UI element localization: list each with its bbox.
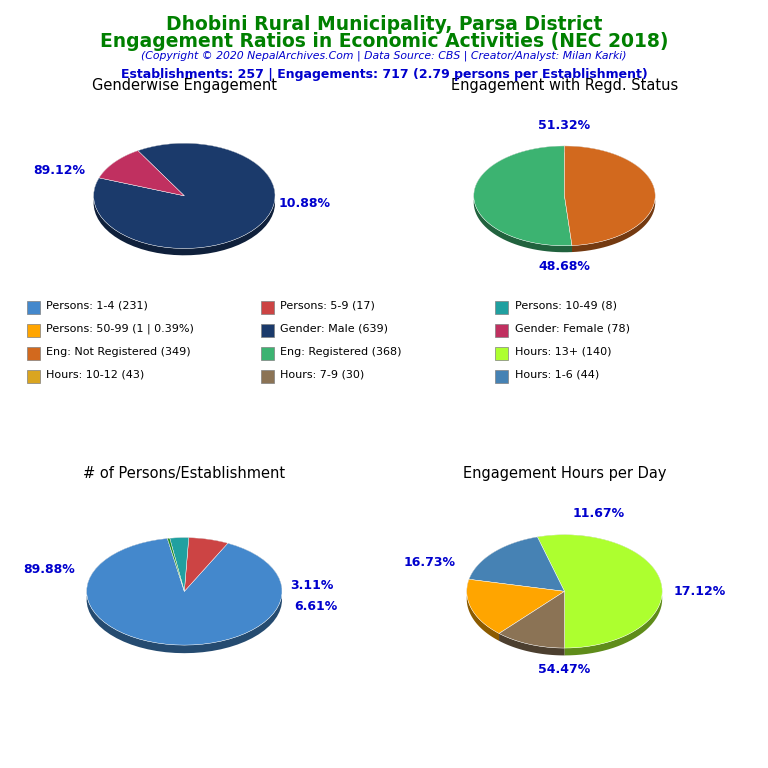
Text: 6.61%: 6.61%	[295, 600, 338, 613]
Polygon shape	[499, 634, 564, 655]
Polygon shape	[538, 535, 662, 648]
Text: Hours: 10-12 (43): Hours: 10-12 (43)	[46, 369, 144, 380]
Text: Persons: 50-99 (1 | 0.39%): Persons: 50-99 (1 | 0.39%)	[46, 323, 194, 334]
Title: Engagement with Regd. Status: Engagement with Regd. Status	[451, 78, 678, 94]
Text: 89.88%: 89.88%	[24, 564, 75, 576]
Polygon shape	[467, 579, 499, 641]
Polygon shape	[167, 538, 170, 547]
Text: Persons: 5-9 (17): Persons: 5-9 (17)	[280, 300, 376, 311]
Text: Hours: 7-9 (30): Hours: 7-9 (30)	[280, 369, 365, 380]
Text: (Copyright © 2020 NepalArchives.Com | Data Source: CBS | Creator/Analyst: Milan : (Copyright © 2020 NepalArchives.Com | Da…	[141, 51, 627, 61]
Text: 3.11%: 3.11%	[290, 579, 333, 592]
Polygon shape	[184, 538, 228, 591]
Text: Hours: 1-6 (44): Hours: 1-6 (44)	[515, 369, 599, 380]
Text: 10.88%: 10.88%	[278, 197, 330, 210]
Polygon shape	[99, 151, 184, 196]
Text: Eng: Registered (368): Eng: Registered (368)	[280, 346, 402, 357]
Text: 51.32%: 51.32%	[538, 118, 591, 131]
Polygon shape	[469, 537, 564, 591]
Text: Establishments: 257 | Engagements: 717 (2.79 persons per Establishment): Establishments: 257 | Engagements: 717 (…	[121, 68, 647, 81]
Polygon shape	[87, 538, 282, 645]
Polygon shape	[170, 538, 189, 591]
Polygon shape	[469, 537, 538, 587]
Text: 54.47%: 54.47%	[538, 663, 591, 676]
Polygon shape	[94, 143, 275, 249]
Polygon shape	[87, 538, 282, 653]
Polygon shape	[499, 591, 564, 648]
Text: Hours: 13+ (140): Hours: 13+ (140)	[515, 346, 611, 357]
Text: Engagement Ratios in Economic Activities (NEC 2018): Engagement Ratios in Economic Activities…	[100, 32, 668, 51]
Polygon shape	[467, 579, 564, 634]
Title: # of Persons/Establishment: # of Persons/Establishment	[83, 466, 286, 482]
Text: Persons: 1-4 (231): Persons: 1-4 (231)	[46, 300, 148, 311]
Text: 89.12%: 89.12%	[33, 164, 85, 177]
Text: 17.12%: 17.12%	[674, 585, 726, 598]
Polygon shape	[474, 146, 572, 246]
Title: Genderwise Engagement: Genderwise Engagement	[92, 78, 276, 94]
Polygon shape	[167, 538, 184, 591]
Polygon shape	[94, 143, 275, 255]
Text: Eng: Not Registered (349): Eng: Not Registered (349)	[46, 346, 190, 357]
Polygon shape	[474, 146, 572, 252]
Text: Gender: Female (78): Gender: Female (78)	[515, 323, 630, 334]
Polygon shape	[564, 146, 655, 246]
Polygon shape	[538, 535, 662, 655]
Polygon shape	[564, 146, 655, 252]
Text: 48.68%: 48.68%	[538, 260, 591, 273]
Text: 11.67%: 11.67%	[573, 507, 624, 520]
Text: Persons: 10-49 (8): Persons: 10-49 (8)	[515, 300, 617, 311]
Polygon shape	[189, 538, 228, 551]
Text: Gender: Male (639): Gender: Male (639)	[280, 323, 389, 334]
Title: Engagement Hours per Day: Engagement Hours per Day	[463, 466, 666, 482]
Polygon shape	[170, 538, 189, 546]
Polygon shape	[99, 151, 137, 184]
Text: 16.73%: 16.73%	[404, 555, 455, 568]
Text: Dhobini Rural Municipality, Parsa District: Dhobini Rural Municipality, Parsa Distri…	[166, 15, 602, 35]
